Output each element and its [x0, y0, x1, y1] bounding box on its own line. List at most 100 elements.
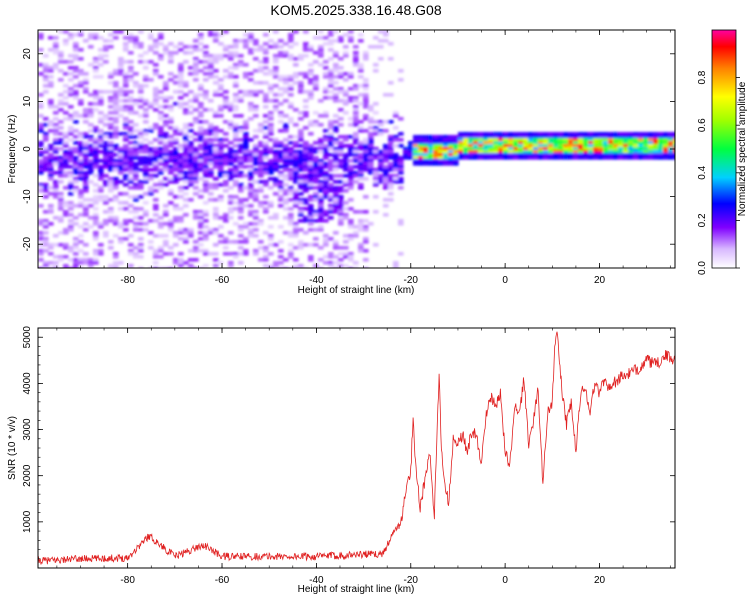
heatmap-cell [503, 141, 509, 145]
heatmap-cell [343, 213, 349, 217]
heatmap-cell [133, 84, 139, 88]
heatmap-cell [143, 222, 149, 226]
colorbar-tick-label: 0.0 [697, 261, 708, 275]
heatmap-cell [608, 153, 614, 157]
heatmap-cell [258, 240, 264, 244]
heatmap-cell [338, 108, 344, 112]
heatmap-cell [168, 54, 174, 58]
heatmap-cell [263, 249, 269, 253]
heatmap-cell [148, 168, 154, 172]
heatmap-cell [118, 162, 124, 166]
heatmap-cell [358, 183, 364, 187]
heatmap-cell [73, 54, 79, 58]
heatmap-cell [108, 219, 114, 223]
heatmap-cell [398, 78, 404, 82]
heatmap-cell [353, 234, 359, 238]
heatmap-cell [128, 96, 134, 100]
heatmap-cell [398, 252, 404, 256]
heatmap-cell [333, 255, 339, 259]
heatmap-cell [138, 132, 144, 136]
heatmap-cell [358, 159, 364, 163]
heatmap-cell [68, 159, 74, 163]
heatmap-cell [298, 180, 304, 184]
heatmap-cell [223, 246, 229, 250]
heatmap-cell [538, 138, 544, 142]
heatmap-cell [228, 120, 234, 124]
heatmap-cell [63, 228, 69, 232]
heatmap-cell [263, 195, 269, 199]
heatmap-cell [123, 42, 129, 46]
heatmap-cell [338, 222, 344, 226]
heatmap-cell [398, 138, 404, 142]
heatmap-cell [193, 72, 199, 76]
heatmap-cell [93, 33, 99, 37]
heatmap-cell [88, 93, 94, 97]
heatmap-cell [178, 96, 184, 100]
heatmap-cell [58, 57, 64, 61]
heatmap-cell [243, 222, 249, 226]
heatmap-cell [163, 150, 169, 154]
heatmap-cell [308, 162, 314, 166]
heatmap-cell [58, 69, 64, 73]
heatmap-cell [343, 165, 349, 169]
heatmap-cell [88, 135, 94, 139]
heatmap-cell [618, 147, 624, 151]
heatmap-cell [303, 174, 309, 178]
heatmap-cell [38, 258, 44, 262]
heatmap-cell [303, 99, 309, 103]
heatmap-cell [308, 78, 314, 82]
heatmap-cell [233, 81, 239, 85]
heatmap-cell [233, 54, 239, 58]
heatmap-cell [338, 72, 344, 76]
heatmap-cell [233, 123, 239, 127]
heatmap-cell [203, 78, 209, 82]
heatmap-cell [73, 177, 79, 181]
heatmap-cell [563, 156, 569, 160]
heatmap-cell [153, 42, 159, 46]
heatmap-cell [158, 168, 164, 172]
heatmap-cell [128, 108, 134, 112]
heatmap-cell [218, 87, 224, 91]
heatmap-cell [218, 156, 224, 160]
heatmap-cell [553, 138, 559, 142]
heatmap-cell [338, 210, 344, 214]
heatmap-cell [203, 174, 209, 178]
heatmap-cell [333, 261, 339, 265]
heatmap-cell [238, 90, 244, 94]
heatmap-cell [148, 240, 154, 244]
heatmap-cell [38, 243, 44, 247]
heatmap-cell [288, 75, 294, 79]
heatmap-cell [328, 168, 334, 172]
heatmap-cell [53, 183, 59, 187]
heatmap-cell [648, 138, 654, 142]
heatmap-cell [63, 246, 69, 250]
heatmap-cell [303, 111, 309, 115]
heatmap-cell [98, 171, 104, 175]
heatmap-cell [353, 120, 359, 124]
heatmap-cell [308, 243, 314, 247]
heatmap-cell [268, 69, 274, 73]
heatmap-cell [88, 33, 94, 37]
heatmap-cell [358, 162, 364, 166]
heatmap-cell [213, 129, 219, 133]
heatmap-cell [293, 222, 299, 226]
heatmap-cell [213, 30, 219, 34]
heatmap-cell [328, 57, 334, 61]
heatmap-cell [113, 132, 119, 136]
heatmap-cell [418, 156, 424, 160]
heatmap-cell [353, 153, 359, 157]
heatmap-cell [153, 108, 159, 112]
heatmap-cell [58, 162, 64, 166]
heatmap-cell [248, 222, 254, 226]
heatmap-cell [663, 138, 669, 142]
heatmap-cell [313, 51, 319, 55]
heatmap-cell [273, 84, 279, 88]
heatmap-cell [58, 147, 64, 151]
heatmap-cell [178, 195, 184, 199]
heatmap-cell [258, 81, 264, 85]
heatmap-cell [138, 180, 144, 184]
heatmap-cell [58, 243, 64, 247]
heatmap-cell [268, 186, 274, 190]
heatmap-cell [153, 252, 159, 256]
heatmap-cell [43, 231, 49, 235]
